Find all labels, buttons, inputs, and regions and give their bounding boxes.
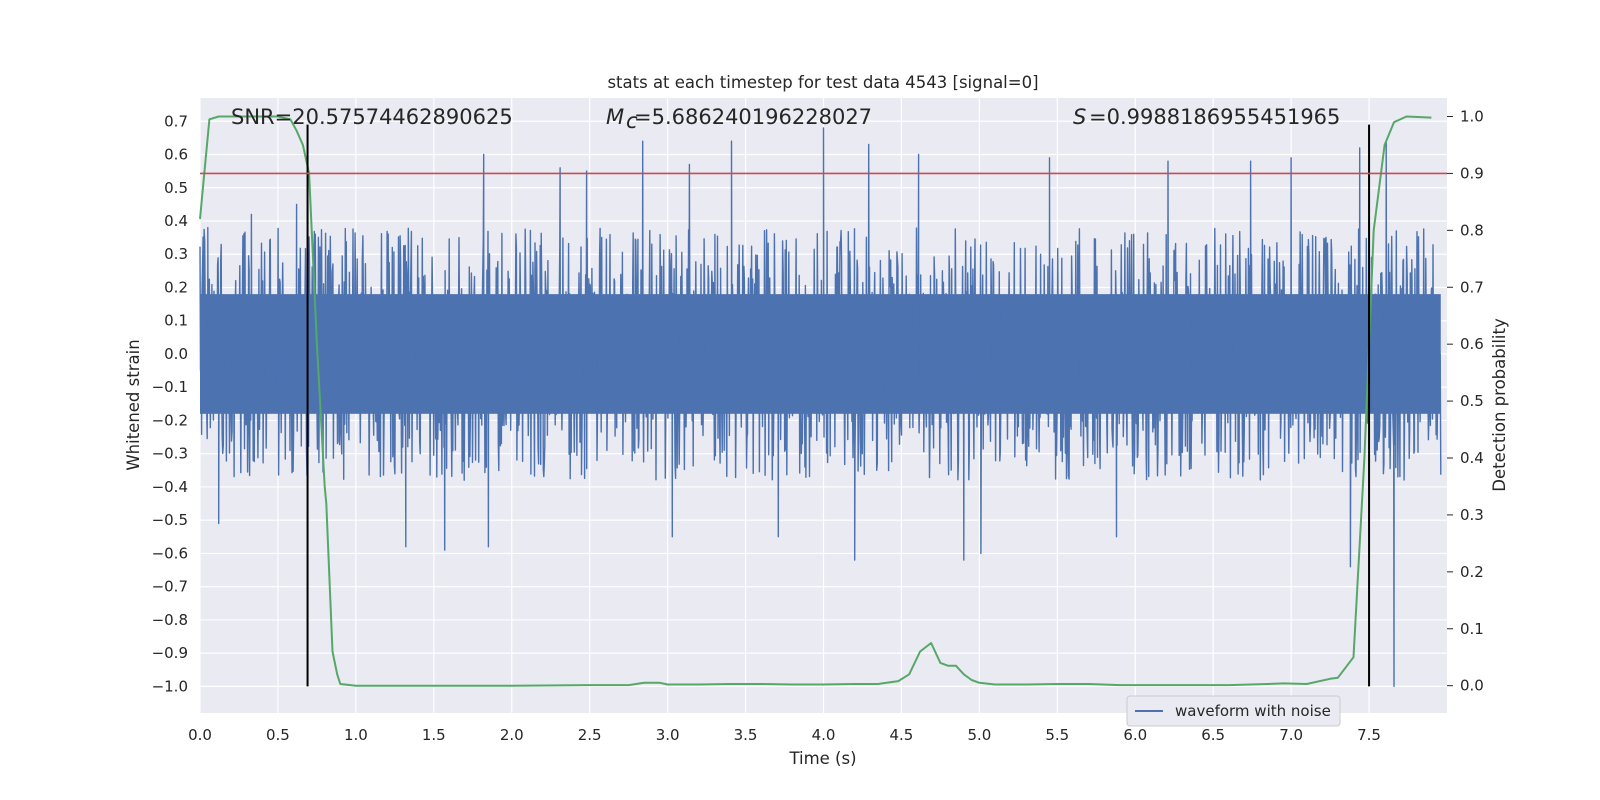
x-tick-label: 4.5	[890, 726, 914, 744]
y2-axis-label: Detection probability	[1490, 318, 1509, 492]
x-tick-label: 0.5	[266, 726, 290, 744]
ticks: 0.0 0.5 1.0 1.5 2.0 2.5 3.0 3.5 4.0 4.5 5.0 5.5 6.0 6…	[152, 107, 1484, 744]
svg-text:=5.686240196228027: =5.686240196228027	[634, 105, 872, 129]
y2-tick-label: 0.8	[1460, 221, 1484, 239]
svg-text:=0.9988186955451965: =0.9988186955451965	[1089, 105, 1340, 129]
x-axis-label: Time (s)	[788, 749, 856, 768]
x-tick-label: 2.5	[578, 726, 602, 744]
x-tick-label: 1.0	[344, 726, 368, 744]
series-waveform-with-noise	[199, 127, 1442, 688]
x-tick-label: 3.5	[734, 726, 758, 744]
x-tick-label: 5.5	[1045, 726, 1069, 744]
y-tick-label: −0.3	[152, 445, 188, 463]
y2-tick-label: 0.1	[1460, 620, 1484, 638]
x-tick-label: 3.0	[656, 726, 680, 744]
y-tick-label: 0.7	[164, 112, 188, 130]
overlays	[200, 124, 1447, 687]
y-tick-label: 0.0	[164, 345, 188, 363]
legend-box	[1126, 695, 1341, 727]
legend: waveform with noise	[1126, 695, 1341, 727]
x-tick-label: 1.5	[422, 726, 446, 744]
x-tick-label: 4.0	[812, 726, 836, 744]
y2-tick-label: 1.0	[1460, 107, 1484, 125]
y-axis-label: Whitened strain	[124, 339, 143, 470]
y-tick-label: 0.4	[164, 212, 188, 230]
x-tick-label: 0.0	[188, 726, 212, 744]
svg-text:c: c	[626, 109, 638, 133]
x-tick-label: 6.0	[1123, 726, 1147, 744]
y-tick-label: −0.2	[152, 411, 188, 429]
y-tick-label: −1.0	[152, 677, 188, 695]
x-tick-label: 2.0	[500, 726, 524, 744]
y2-tick-label: 0.5	[1460, 392, 1484, 410]
annotation-snr: SNR=20.57574462890625	[231, 105, 513, 129]
y-tick-label: −0.6	[152, 544, 188, 562]
x-tick-label: 7.0	[1279, 726, 1303, 744]
y-tick-label: 0.2	[164, 278, 188, 296]
y2-tick-label: 0.7	[1460, 278, 1484, 296]
x-tick-label: 6.5	[1201, 726, 1225, 744]
y2-tick-label: 0.0	[1460, 677, 1484, 695]
y-tick-label: 0.5	[164, 179, 188, 197]
svg-text:S: S	[1073, 105, 1086, 129]
annotation-mc: M c =5.686240196228027	[606, 105, 872, 133]
y-tick-label: 0.6	[164, 146, 188, 164]
y-tick-label: 0.3	[164, 245, 188, 263]
y2-tick-label: 0.4	[1460, 449, 1484, 467]
svg-text:M: M	[606, 105, 624, 129]
chart-title: stats at each timestep for test data 454…	[607, 73, 1038, 92]
y-tick-label: −0.5	[152, 511, 188, 529]
waveform-line	[199, 127, 1442, 688]
legend-entry: waveform with noise	[1175, 702, 1331, 720]
y-tick-label: 0.1	[164, 312, 188, 330]
y-tick-label: −0.7	[152, 578, 188, 596]
y2-tick-label: 0.2	[1460, 563, 1484, 581]
annotation-s: S =0.9988186955451965	[1073, 105, 1340, 129]
y-tick-label: −0.8	[152, 611, 188, 629]
x-tick-label: 5.0	[967, 726, 991, 744]
x-tick-label: 7.5	[1357, 726, 1381, 744]
y-tick-label: −0.9	[152, 644, 188, 662]
y2-tick-label: 0.6	[1460, 335, 1484, 353]
y2-tick-label: 0.3	[1460, 506, 1484, 524]
y2-tick-label: 0.9	[1460, 164, 1484, 182]
y-tick-label: −0.4	[152, 478, 188, 496]
y-tick-label: −0.1	[152, 378, 188, 396]
